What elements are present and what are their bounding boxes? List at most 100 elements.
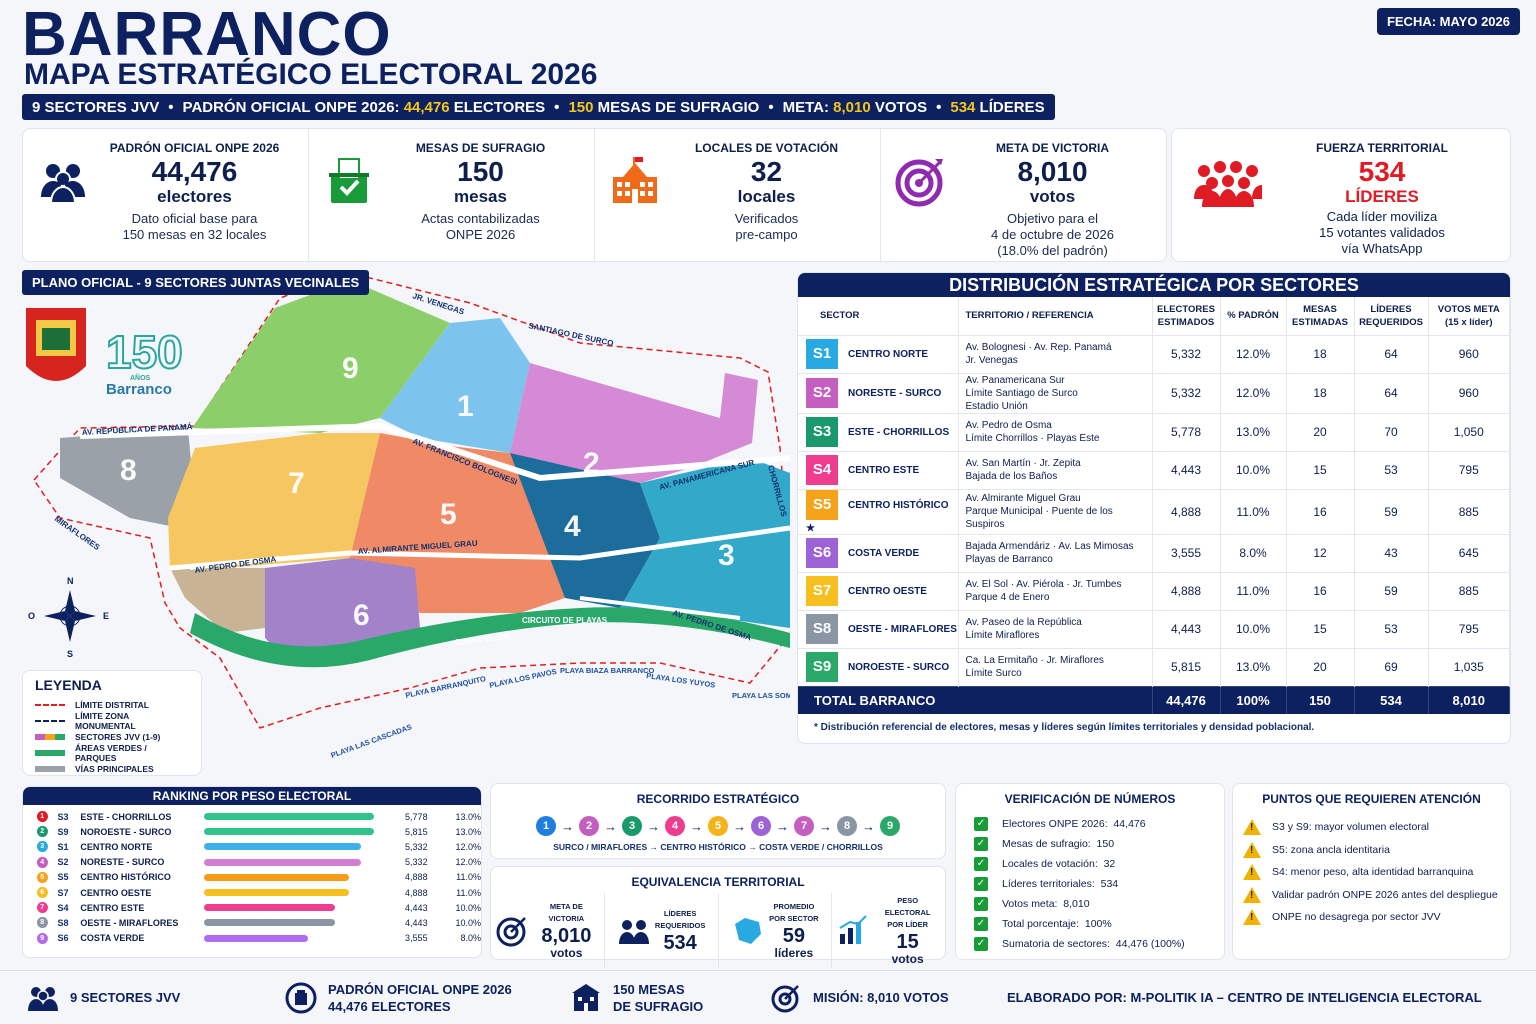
rank-code: S5 — [57, 872, 69, 883]
people-icon — [41, 164, 85, 204]
sector-7-south[interactable] — [170, 568, 265, 633]
eq-label: POR SECTOR — [769, 914, 819, 923]
rank-pct: 10.0% — [455, 902, 481, 913]
verification-item: ✓ Mesas de sufragio: 150 — [956, 834, 1224, 854]
sector-4[interactable] — [510, 453, 660, 608]
rank-value: 4,443 — [405, 902, 428, 913]
kpi-desc: Cada líder moviliza — [1326, 209, 1438, 224]
alert-text: S4: menor peso, alta identidad barranqui… — [1272, 866, 1474, 879]
rank-code: S3 — [57, 811, 69, 822]
sector-label-1: 1 — [457, 390, 474, 423]
route-step[interactable]: 1 — [536, 816, 556, 836]
target-icon — [496, 916, 526, 946]
table-row[interactable]: S4 CENTRO ESTE Av. San Martín · Jr. Zepita… — [798, 450, 1510, 489]
ranking-row: 5 S5 CENTRO HISTÓRICO 4,888 11.0% — [23, 870, 481, 885]
eq-value: 59 — [782, 925, 805, 947]
lideres-cell: 53 — [1354, 450, 1429, 489]
territory-line: Parque 4 de Enero — [965, 592, 1050, 603]
eq-label: PROMEDIO — [773, 902, 815, 911]
electores-cell: 5,332 — [1152, 372, 1221, 413]
ribbon-meta-value: 8,010 — [833, 98, 871, 116]
rank-bar — [204, 919, 336, 927]
electores-cell: 4,888 — [1152, 488, 1221, 534]
route-step[interactable]: 2 — [579, 816, 599, 836]
legend-label: LÍMITE ZONA MONUMENTAL — [75, 711, 136, 731]
table-row[interactable]: S2 NORESTE - SURCO Av. Panamericana Sur Lím… — [798, 372, 1510, 413]
route-step[interactable]: 5 — [708, 816, 728, 836]
votos-cell: 960 — [1428, 334, 1510, 373]
kpi-unit: locales — [737, 187, 796, 206]
compass-north: N — [67, 576, 74, 586]
alerts-panel: PUNTOS QUE REQUIEREN ATENCIÓN ! S3 y S9: … — [1232, 783, 1511, 960]
route-step[interactable]: 9 — [880, 816, 900, 836]
route-panel: RECORRIDO ESTRATÉGICO 1 → 2 → 3 → 4 → 5 → 6 → 7 → 8 → 9 … — [490, 783, 946, 859]
rank-name: ESTE - CHORRILLOS — [80, 811, 172, 822]
sector-label-5: 5 — [440, 498, 457, 531]
people-icon — [618, 919, 649, 944]
route-step[interactable]: 4 — [665, 816, 685, 836]
table-row[interactable]: S5 CENTRO HISTÓRICO ★ Av. Almirante Miguel… — [798, 488, 1510, 534]
total-pct: 100% — [1220, 685, 1287, 714]
kpi-fuerza: FUERZA TERRITORIAL 534 LÍDERES Cada líde… — [1171, 128, 1511, 262]
territory-cell: Av. Bolognesi · Av. Rep. Panamá Jr. Veneg… — [958, 334, 1153, 373]
rank-number: 9 — [37, 932, 48, 944]
footer-mesas: 150 MESAS DE SUFRAGIO — [569, 981, 769, 1015]
electores-cell: 4,443 — [1152, 450, 1221, 489]
route-step[interactable]: 6 — [751, 816, 771, 836]
sector-9[interactable] — [192, 280, 450, 433]
ranking-row: 7 S4 CENTRO ESTE 4,443 10.0% — [23, 900, 481, 915]
rank-pct: 12.0% — [455, 841, 481, 852]
rank-pct: 11.0% — [456, 887, 481, 898]
sector-table: SECTOR TERRITORIO / REFERENCIA ELECTORES… — [798, 297, 1510, 714]
mesas-cell: 18 — [1286, 372, 1355, 413]
rank-bar — [204, 828, 375, 836]
sector-cell: S8 OESTE - MIRAFLORES — [798, 609, 959, 648]
table-row[interactable]: S3 ESTE - CHORRILLOS Av. Pedro de Osma Lími… — [798, 412, 1510, 451]
verification-title: VERIFICACIÓN DE NÚMEROS — [1004, 792, 1176, 806]
route-arrow: → — [862, 818, 875, 834]
sector-1[interactable] — [380, 318, 530, 453]
route-step[interactable]: 8 — [837, 816, 857, 836]
lideres-cell: 69 — [1354, 647, 1429, 686]
ribbon-meta-unit: VOTOS — [870, 98, 928, 116]
eq-label: POR LÍDER — [887, 920, 929, 929]
eq-label: REQUERIDOS — [654, 920, 706, 930]
sector-badge: S4 — [806, 455, 838, 485]
kpi-label: PADRÓN OFICIAL ONPE 2026 — [109, 141, 280, 155]
table-row[interactable]: S7 CENTRO OESTE Av. El Sol · Av. Piérola ·… — [798, 571, 1510, 610]
sector-3[interactable] — [620, 458, 790, 628]
territory-line: Límite Santiago de Surco — [965, 387, 1078, 399]
rank-bar — [204, 904, 336, 912]
table-row[interactable]: S9 NOROESTE - SURCO Ca. La Ermitaño · Jr. … — [798, 647, 1510, 686]
rank-name: OESTE - MIRAFLORES — [80, 917, 179, 928]
table-row[interactable]: S8 OESTE - MIRAFLORES Av. Paseo de la Repú… — [798, 609, 1510, 648]
sector-cell: S6 COSTA VERDE — [798, 533, 959, 572]
pct-cell: 10.0% — [1220, 450, 1287, 489]
rank-name: NORESTE - SURCO — [80, 857, 165, 868]
eq-value: 534 — [663, 931, 697, 954]
sector-8[interactable] — [60, 428, 195, 528]
sector-label-6: 6 — [353, 599, 370, 632]
table-row[interactable]: S6 COSTA VERDE Bajada Armendáriz · Av. Las… — [798, 533, 1510, 572]
territory-cell: Av. Pedro de Osma Límite Chorrillos · Pla… — [958, 412, 1153, 451]
footer-credit: ELABORADO POR: M-POLITIK IA – CENTRO DE … — [1007, 989, 1482, 1006]
footer-mesas-label: 150 MESAS — [613, 981, 685, 997]
ribbon-mesas-value: 150 — [568, 98, 594, 116]
territory-line: Bajada de los Baños — [965, 471, 1058, 482]
route-step[interactable]: 3 — [622, 816, 642, 836]
total-label: TOTAL BARRANCO — [798, 685, 1153, 714]
route-step[interactable]: 7 — [794, 816, 814, 836]
rank-name: COSTA VERDE — [80, 933, 145, 944]
eq-label: PESO ELECTORAL — [884, 896, 931, 917]
alert-item: ! Validar padrón ONPE 2026 antes del desp… — [1233, 884, 1510, 907]
sector-7[interactable] — [168, 433, 380, 568]
column-header: LÍDERES REQUERIDOS — [1354, 297, 1429, 335]
table-row[interactable]: S1 CENTRO NORTE Av. Bolognesi · Av. Rep. P… — [798, 334, 1510, 373]
sector-2[interactable] — [510, 363, 758, 483]
district-map: 9 1 2 8 7 5 4 3 6 JR. VENEGAS SANTIAGO D… — [26, 272, 790, 760]
rank-name: CENTRO OESTE — [80, 887, 152, 898]
rank-number: 2 — [37, 826, 48, 838]
kpi-desc: 4 de octubre de 2026 — [991, 227, 1114, 242]
sector-name: CENTRO OESTE — [848, 586, 927, 598]
verification-panel: VERIFICACIÓN DE NÚMEROS ✓ Electores ONPE … — [955, 783, 1225, 960]
